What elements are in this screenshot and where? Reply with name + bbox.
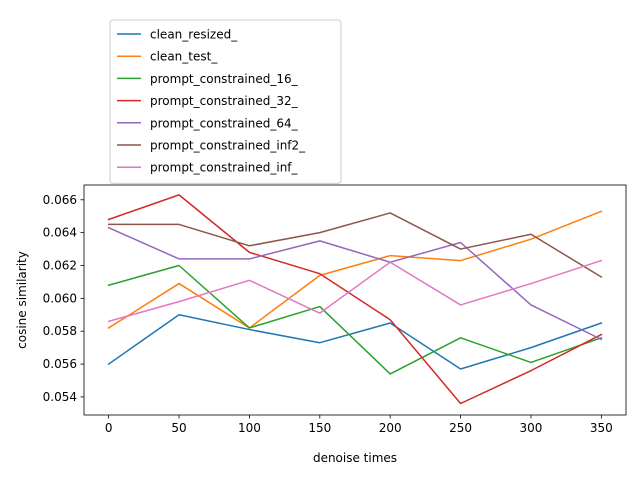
legend-label: prompt_constrained_64_ xyxy=(150,116,299,130)
legend-label: clean_resized_ xyxy=(150,28,238,42)
x-tick-label: 300 xyxy=(520,421,543,435)
y-tick-label: 0.058 xyxy=(43,324,77,338)
series-line-4 xyxy=(107,226,603,341)
x-tick-label: 0 xyxy=(105,421,113,435)
legend: clean_resized_ clean_test_ prompt_constrai… xyxy=(109,19,342,184)
series-line-3 xyxy=(107,194,603,405)
series-layer xyxy=(107,194,603,405)
legend-label: clean_test_ xyxy=(150,50,218,64)
series-line-2 xyxy=(107,264,603,375)
legend-label: prompt_constrained_inf_ xyxy=(150,161,299,175)
x-axis-label: denoise times xyxy=(313,451,397,465)
x-axis: 0 50 100 150 200 250 300 350 xyxy=(105,415,613,435)
y-tick-label: 0.054 xyxy=(43,390,77,404)
x-tick-label: 100 xyxy=(238,421,261,435)
legend-label: prompt_constrained_inf2_ xyxy=(150,139,306,153)
y-tick-label: 0.064 xyxy=(43,226,77,240)
series-line-0 xyxy=(107,314,603,370)
y-tick-label: 0.060 xyxy=(43,291,77,305)
legend-box xyxy=(109,19,342,184)
y-tick-label: 0.062 xyxy=(43,259,77,273)
legend-label: prompt_constrained_16_ xyxy=(150,72,299,86)
y-tick-label: 0.066 xyxy=(43,193,77,207)
series-line-6 xyxy=(107,259,603,323)
x-tick-label: 150 xyxy=(308,421,331,435)
x-tick-label: 250 xyxy=(449,421,472,435)
x-tick-label: 350 xyxy=(590,421,613,435)
series-line-1 xyxy=(107,210,603,329)
plot-frame xyxy=(83,184,627,416)
legend-label: prompt_constrained_32_ xyxy=(150,94,299,108)
x-tick-label: 50 xyxy=(171,421,186,435)
x-tick-label: 200 xyxy=(379,421,402,435)
y-tick-label: 0.056 xyxy=(43,357,77,371)
y-axis-label: cosine similarity xyxy=(15,251,29,349)
y-axis: 0.054 0.056 0.058 0.060 0.062 0.064 0.066 xyxy=(43,193,84,404)
series-line-5 xyxy=(107,212,603,279)
